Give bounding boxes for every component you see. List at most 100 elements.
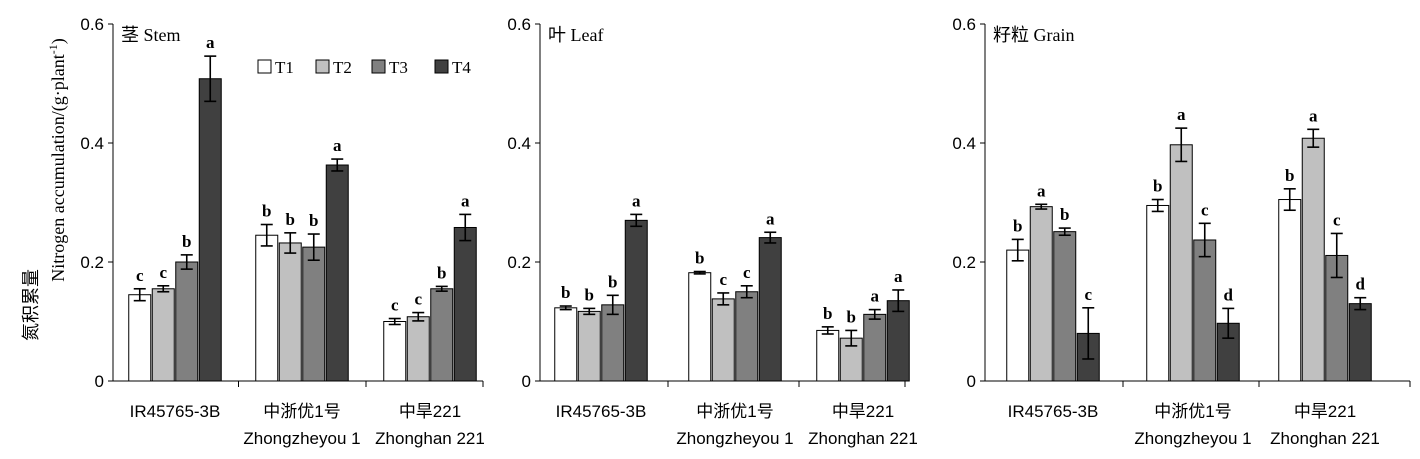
significance-letter: a (1037, 181, 1046, 200)
panel-title: 茎 Stem (121, 25, 181, 45)
bar (1006, 249, 1030, 382)
significance-letter: a (871, 287, 880, 306)
significance-letter: b (585, 285, 594, 304)
bar (577, 310, 601, 382)
bar (1193, 239, 1217, 382)
significance-letter: c (159, 263, 167, 282)
x-category-label: IR45765-3B (556, 402, 647, 421)
significance-letter: b (1060, 205, 1069, 224)
significance-letter: a (461, 191, 470, 210)
y-tick-label: 0.4 (507, 134, 531, 153)
x-category-label-en: Zhonghan 221 (375, 429, 485, 448)
y-tick-label: 0.4 (80, 134, 104, 153)
significance-letter: b (262, 202, 271, 221)
bar (1278, 199, 1302, 382)
x-category-label: 中浙优1号 (1154, 402, 1231, 421)
bar (406, 316, 430, 382)
significance-letter: a (1177, 105, 1186, 124)
panel-grain: 00.20.40.6籽粒 GrainbabcIR45765-3Bbacd中浙优1… (952, 15, 1411, 448)
significance-letter: c (1084, 285, 1092, 304)
bar (1301, 137, 1325, 382)
panel-title: 叶 Leaf (548, 25, 603, 45)
significance-letter: a (894, 267, 903, 286)
y-axis-title-close: ) (48, 38, 69, 44)
x-category-label: 中浙优1号 (696, 402, 773, 421)
x-category-label-en: Zhongzheyou 1 (1134, 429, 1251, 448)
legend-swatch (371, 59, 386, 74)
bar (278, 242, 302, 382)
y-axis-title: 氮积累量 Nitrogen accumulation/(g·plant-1) (21, 38, 69, 341)
svg-text:氮积累量: 氮积累量 (21, 269, 41, 341)
legend-swatch (434, 59, 449, 74)
x-category-label-en: Zhongzheyou 1 (243, 429, 360, 448)
significance-letter: c (1201, 200, 1209, 219)
bar (175, 261, 199, 382)
x-category-label: IR45765-3B (1008, 402, 1099, 421)
significance-letter: b (823, 304, 832, 323)
bar (1169, 144, 1193, 382)
bar (554, 307, 578, 382)
significance-letter: b (286, 210, 295, 229)
significance-letter: a (632, 191, 641, 210)
x-category-label: 中浙优1号 (263, 402, 340, 421)
significance-letter: d (1224, 285, 1234, 304)
legend: T1 T2 T3 T4 (257, 58, 471, 77)
significance-letter: c (1333, 210, 1341, 229)
legend-swatch (257, 59, 272, 74)
bar (383, 321, 407, 382)
significance-letter: b (1153, 177, 1162, 196)
legend-label: T4 (452, 58, 471, 77)
bar (1348, 303, 1372, 382)
y-tick-label: 0.4 (952, 134, 976, 153)
y-tick-label: 0.2 (952, 253, 976, 272)
significance-letter: c (719, 270, 727, 289)
bar (151, 288, 175, 382)
bar (325, 164, 349, 382)
significance-letter: b (182, 232, 191, 251)
bar (1029, 206, 1053, 382)
significance-letter: c (391, 296, 399, 315)
y-tick-label: 0 (522, 372, 531, 391)
svg-text:Nitrogen accumulation/(g·plant: Nitrogen accumulation/(g·plant-1) (46, 38, 69, 281)
y-axis-title-sup: -1 (46, 44, 60, 54)
significance-letter: b (608, 272, 617, 291)
x-category-label: 中旱221 (1294, 402, 1356, 421)
bar (198, 78, 222, 382)
y-axis-title-cn: 氮积累量 (21, 269, 41, 341)
bar (255, 234, 279, 382)
y-tick-label: 0.6 (507, 15, 531, 34)
significance-letter: a (333, 136, 342, 155)
significance-letter: a (1309, 106, 1318, 125)
significance-letter: a (206, 33, 215, 52)
y-tick-label: 0 (967, 372, 976, 391)
significance-letter: c (743, 263, 751, 282)
significance-letter: b (309, 211, 318, 230)
bar (453, 226, 477, 382)
legend-label: T1 (275, 58, 294, 77)
significance-letter: b (437, 263, 446, 282)
y-tick-label: 0.6 (80, 15, 104, 34)
bar (302, 246, 326, 382)
bar (1053, 231, 1077, 382)
significance-letter: c (414, 290, 422, 309)
y-axis-title-en: Nitrogen accumulation/(g·plant (48, 54, 69, 281)
bar (711, 298, 735, 382)
bar (688, 272, 712, 382)
x-category-label-en: Zhonghan 221 (808, 429, 918, 448)
bar (430, 288, 454, 382)
significance-letter: d (1356, 275, 1366, 294)
bar (601, 304, 625, 382)
significance-letter: b (1013, 216, 1022, 235)
bar (128, 294, 152, 382)
legend-swatch (315, 59, 330, 74)
panel-title: 籽粒 Grain (993, 25, 1074, 45)
significance-letter: b (695, 249, 704, 268)
significance-letter: b (561, 283, 570, 302)
x-category-label-en: Zhonghan 221 (1270, 429, 1380, 448)
y-tick-label: 0.6 (952, 15, 976, 34)
x-category-label: 中旱221 (399, 402, 461, 421)
y-tick-label: 0 (95, 372, 104, 391)
